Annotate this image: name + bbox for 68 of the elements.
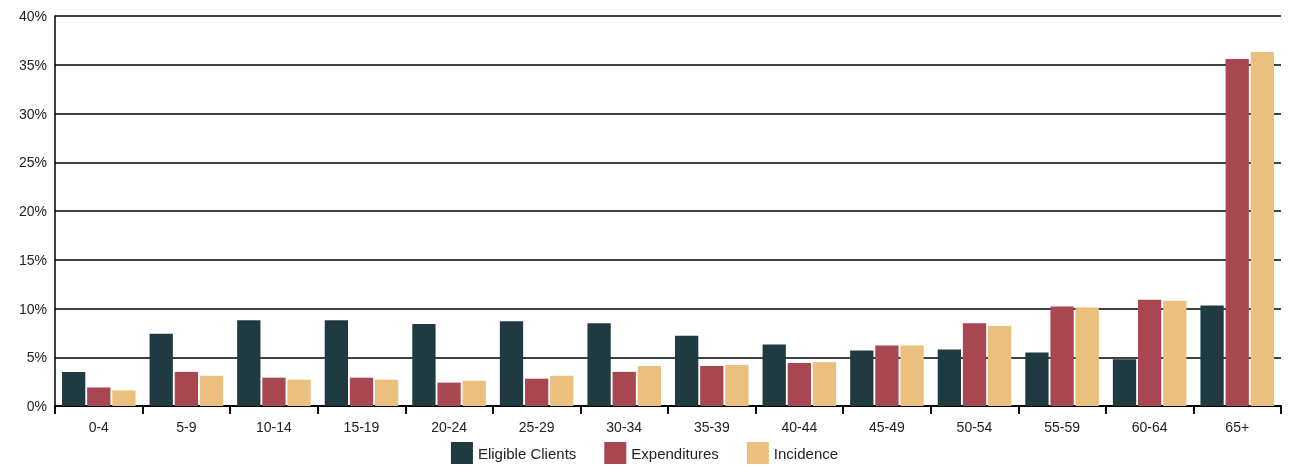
bar — [287, 379, 311, 406]
y-tick-label: 35% — [18, 56, 47, 73]
bar — [499, 321, 524, 406]
x-tick-label: 60-64 — [1131, 419, 1168, 435]
bar — [262, 377, 286, 406]
bar — [149, 333, 173, 406]
x-tick-label: 45-49 — [869, 419, 906, 435]
bar — [437, 382, 461, 406]
bar — [875, 345, 899, 406]
x-tick-label: 15-19 — [343, 419, 380, 435]
x-tick-label: 0-4 — [88, 419, 110, 435]
legend-label: Eligible Clients — [477, 444, 577, 462]
bar — [1025, 352, 1049, 406]
y-tick-label: 5% — [26, 349, 47, 366]
bar — [112, 390, 136, 406]
bar — [787, 363, 811, 406]
x-tick-label: 30-34 — [606, 419, 643, 435]
bar — [199, 375, 224, 406]
x-tick-label: 5-9 — [176, 419, 197, 435]
bar — [87, 387, 111, 406]
bar — [1138, 299, 1162, 406]
bar — [324, 320, 348, 406]
bar — [700, 366, 724, 406]
bar — [937, 349, 961, 406]
bar — [1075, 307, 1099, 406]
bar — [174, 371, 198, 406]
y-tick-label: 15% — [18, 251, 47, 268]
x-tick-label: 40-44 — [781, 419, 818, 435]
bar — [550, 375, 574, 406]
bar — [375, 379, 399, 406]
x-tick-label: 35-39 — [693, 419, 730, 435]
x-tick-label: 50-54 — [956, 419, 993, 435]
bar — [612, 371, 636, 406]
y-tick-label: 20% — [18, 203, 47, 219]
bar — [1225, 58, 1249, 406]
x-tick-label: 25-29 — [518, 419, 555, 435]
bar — [962, 323, 987, 406]
x-tick-label: 55-59 — [1044, 419, 1081, 435]
x-tick-label: 20-24 — [431, 419, 468, 435]
y-tick-label: 10% — [18, 300, 47, 317]
bar — [237, 320, 261, 406]
y-tick-label: 30% — [18, 105, 47, 122]
bar — [1163, 300, 1187, 406]
bar — [349, 377, 374, 406]
bar — [762, 344, 786, 406]
bar — [62, 371, 86, 406]
legend-label: Incidence — [773, 444, 839, 462]
bar — [988, 326, 1012, 406]
bar — [725, 365, 749, 406]
bar — [1200, 305, 1224, 406]
y-tick-label: 0% — [26, 398, 47, 414]
bar — [637, 366, 661, 406]
bar — [812, 362, 837, 406]
bar — [525, 378, 549, 406]
bar — [462, 380, 486, 406]
bar — [675, 335, 699, 406]
bar — [1112, 359, 1137, 406]
bar — [850, 350, 874, 406]
bar — [900, 345, 924, 406]
y-tick-label: 25% — [18, 154, 47, 171]
x-tick-label: 65+ — [1225, 419, 1250, 435]
bar — [587, 323, 611, 406]
legend-label: Expenditures — [631, 444, 719, 462]
y-tick-label: 40% — [18, 8, 47, 24]
bar — [412, 324, 436, 406]
x-tick-label: 10-14 — [256, 419, 293, 435]
bar — [1250, 52, 1274, 406]
bar — [1050, 306, 1074, 406]
